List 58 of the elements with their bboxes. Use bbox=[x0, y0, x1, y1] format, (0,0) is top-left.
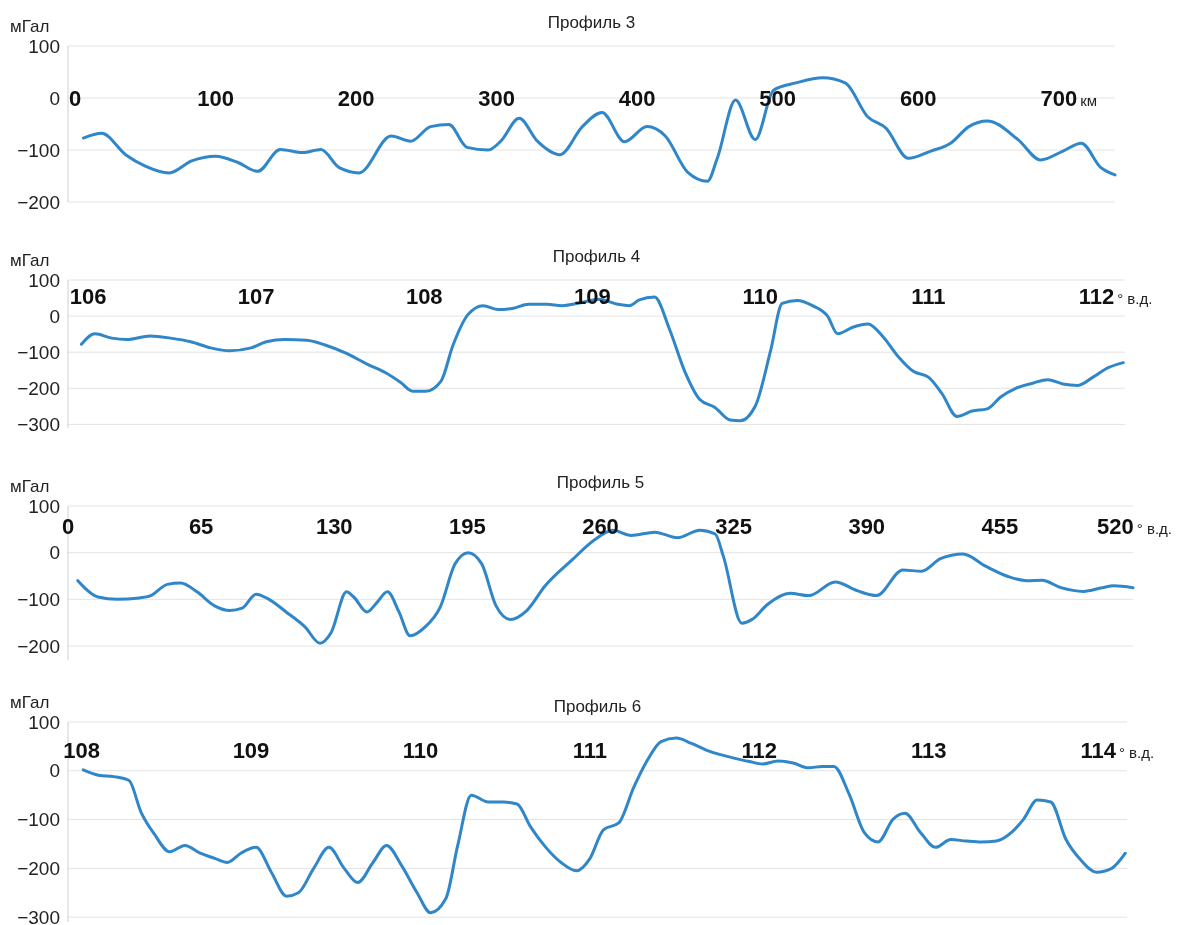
x-tick-label: 0 bbox=[68, 86, 82, 111]
x-axis-title: км bbox=[1080, 92, 1098, 109]
x-tick-label: 260 bbox=[582, 514, 619, 539]
chart-title: Профиль 5 bbox=[556, 473, 645, 492]
x-axis-title: ° в.д. bbox=[1136, 520, 1172, 537]
x-tick-label: 110 bbox=[402, 738, 439, 763]
x-tick-label: 110 bbox=[742, 284, 779, 309]
x-tick-label: 400 bbox=[618, 86, 656, 111]
chart-title: Профиль 4 bbox=[552, 247, 641, 266]
x-tick-label: 106 bbox=[69, 284, 107, 309]
y-axis-title: мГал bbox=[10, 693, 50, 712]
y-tick-label: 100 bbox=[28, 35, 60, 57]
x-tick-label: 65 bbox=[188, 514, 214, 539]
x-tick-label: 108 bbox=[405, 284, 443, 309]
y-tick-label: −100 bbox=[17, 809, 60, 831]
x-tick-label: 325 bbox=[715, 514, 752, 539]
y-tick-label: −300 bbox=[17, 906, 60, 925]
y-tick-label: 100 bbox=[28, 711, 60, 733]
x-tick-label: 520 bbox=[1097, 514, 1134, 539]
y-tick-label: −300 bbox=[17, 414, 60, 436]
y-tick-label: −200 bbox=[17, 857, 60, 879]
y-tick-label: 100 bbox=[28, 495, 60, 517]
x-tick-label: 112 bbox=[1078, 284, 1115, 309]
x-tick-label: 195 bbox=[449, 514, 486, 539]
x-tick-label: 300 bbox=[478, 86, 515, 111]
x-tick-label: 390 bbox=[848, 514, 886, 539]
x-tick-label: 114 bbox=[1080, 738, 1117, 763]
x-tick-label: 100 bbox=[197, 86, 234, 111]
x-tick-label: 600 bbox=[899, 86, 937, 111]
y-tick-label: −100 bbox=[17, 139, 60, 161]
y-axis-title: мГал bbox=[10, 251, 50, 270]
x-tick-label: 107 bbox=[237, 284, 275, 309]
x-tick-label: 111 bbox=[911, 284, 946, 309]
x-tick-label: 700 bbox=[1040, 86, 1078, 111]
x-tick-label: 112 bbox=[741, 738, 778, 763]
x-tick-label: 111 bbox=[572, 738, 608, 763]
y-axis-title: мГал bbox=[10, 17, 50, 36]
x-tick-label: 109 bbox=[232, 738, 270, 763]
y-tick-label: −200 bbox=[17, 377, 60, 399]
x-tick-label: 200 bbox=[337, 86, 375, 111]
x-axis-title: ° в.д. bbox=[1117, 290, 1153, 307]
y-tick-label: −200 bbox=[17, 635, 60, 657]
x-tick-label: 113 bbox=[911, 738, 947, 763]
x-tick-label: 130 bbox=[315, 514, 353, 539]
y-axis-title: мГал bbox=[10, 477, 50, 496]
chart-title: Профиль 6 bbox=[553, 697, 642, 716]
y-tick-label: 100 bbox=[28, 269, 60, 291]
chart-title: Профиль 3 bbox=[547, 13, 636, 32]
x-tick-label: 108 bbox=[63, 738, 100, 763]
x-axis-title: ° в.д. bbox=[1118, 744, 1155, 761]
y-tick-label: −200 bbox=[17, 191, 60, 213]
y-tick-label: −100 bbox=[17, 588, 60, 610]
y-tick-label: 0 bbox=[49, 760, 60, 782]
y-tick-label: 0 bbox=[49, 305, 60, 327]
y-tick-label: 0 bbox=[49, 542, 60, 564]
x-tick-label: 455 bbox=[981, 514, 1019, 539]
y-tick-label: −100 bbox=[17, 341, 60, 363]
line-series bbox=[81, 76, 1117, 183]
